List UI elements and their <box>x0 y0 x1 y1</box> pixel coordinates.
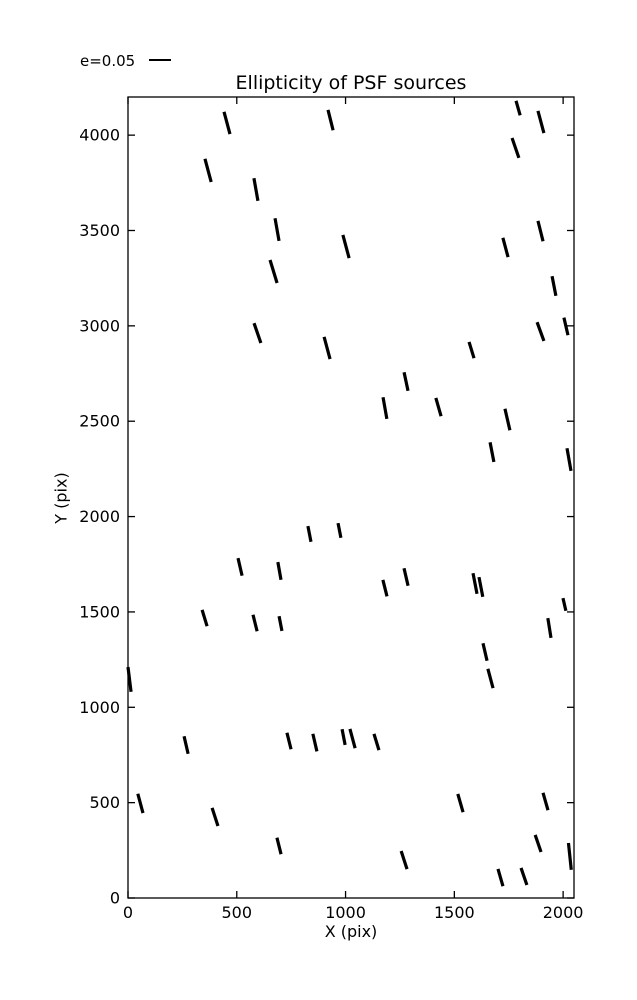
chart-title: Ellipticity of PSF sources <box>235 72 467 94</box>
y-tick-label: 3000 <box>79 316 120 335</box>
ellipticity-whisker <box>467 341 476 359</box>
ellipticity-whisker <box>306 525 313 543</box>
ellipticity-whisker <box>222 111 232 135</box>
ellipticity-whisker <box>252 177 260 202</box>
ellipticity-whisker <box>541 792 550 811</box>
ellipticity-whisker <box>200 609 209 627</box>
ellipticity-whisker <box>488 441 496 463</box>
ellipticity-whisker <box>210 807 220 827</box>
ellipticity-whisker <box>561 597 568 612</box>
ellipticity-whisker <box>285 732 293 750</box>
x-tick-label: 0 <box>123 903 133 922</box>
ellipticity-whisker <box>372 733 381 751</box>
x-tick-label: 2000 <box>543 903 584 922</box>
ellipticity-whisker <box>546 617 553 639</box>
ellipticity-whisker <box>550 275 558 297</box>
y-tick-label: 2500 <box>79 412 120 431</box>
ellipticity-whisker <box>381 396 389 420</box>
x-tick-label: 500 <box>222 903 253 922</box>
ellipticity-whisker <box>496 868 505 887</box>
ellipticity-whisker <box>348 728 357 749</box>
ellipticity-whisker <box>399 850 409 870</box>
ellipticity-whisker <box>251 614 259 632</box>
ellipticity-whisker <box>533 834 543 853</box>
legend: e=0.05 <box>80 51 171 70</box>
axes-box <box>127 96 575 899</box>
ellipticity-whisker <box>381 579 389 597</box>
ellipticity-whisker <box>519 867 529 886</box>
y-tick-label: 1000 <box>79 698 120 717</box>
ellipticity-whisker <box>341 234 351 259</box>
ellipticity-whisker <box>536 220 545 242</box>
y-tick-label: 3500 <box>79 221 120 240</box>
ellipticity-whisker <box>486 668 495 689</box>
ellipticity-whisker <box>535 321 546 342</box>
ellipticity-whisker <box>402 567 410 587</box>
ellipticity-whisker <box>501 237 510 258</box>
ellipticity-whisker <box>203 158 213 183</box>
ellipticity-whisker <box>402 371 410 392</box>
ellipticity-whisker <box>326 109 335 131</box>
ellipticity-whisker <box>471 572 479 595</box>
ellipticity-whisker <box>456 793 465 813</box>
ellipticity-whisker <box>514 100 522 116</box>
x-axis-label: X (pix) <box>324 922 378 941</box>
ellipticity-whisker <box>536 110 546 134</box>
ellipticity-whisker <box>503 408 512 431</box>
ellipticity-whisker <box>277 615 284 632</box>
ellipticity-whisker <box>322 336 332 360</box>
ellipticity-whisker <box>236 557 244 577</box>
ellipticity-whisker <box>273 217 281 242</box>
y-tick-label: 4000 <box>79 126 120 145</box>
y-tick-label: 2000 <box>79 507 120 526</box>
ellipticity-whisker <box>340 728 347 746</box>
y-tick-label: 0 <box>110 889 120 908</box>
ellipticity-whisker <box>566 842 573 871</box>
legend-line-sample <box>149 59 171 61</box>
ellipticity-whisker <box>252 322 263 344</box>
ellipticity-whisker <box>136 793 145 814</box>
ellipticity-whisker <box>477 576 485 598</box>
ellipticity-whisker <box>126 666 133 693</box>
x-tick-label: 1500 <box>434 903 475 922</box>
y-tick-label: 1500 <box>79 602 120 621</box>
ellipticity-whisker <box>275 837 283 855</box>
legend-label: e=0.05 <box>80 52 136 70</box>
ellipticity-whisker <box>510 137 521 159</box>
ellipticity-whisker <box>311 733 319 752</box>
x-tick-label: 1000 <box>325 903 366 922</box>
ellipticity-whisker <box>565 447 573 472</box>
ellipticity-whisker <box>276 561 283 581</box>
ellipticity-whisker <box>336 522 343 539</box>
ellipticity-whisker <box>434 397 443 417</box>
ellipticity-whisker <box>562 317 570 336</box>
ellipticity-whisker <box>268 259 279 284</box>
ellipticity-whisker <box>182 735 190 755</box>
ellipticity-whisker <box>481 642 489 662</box>
y-tick-label: 500 <box>89 793 120 812</box>
